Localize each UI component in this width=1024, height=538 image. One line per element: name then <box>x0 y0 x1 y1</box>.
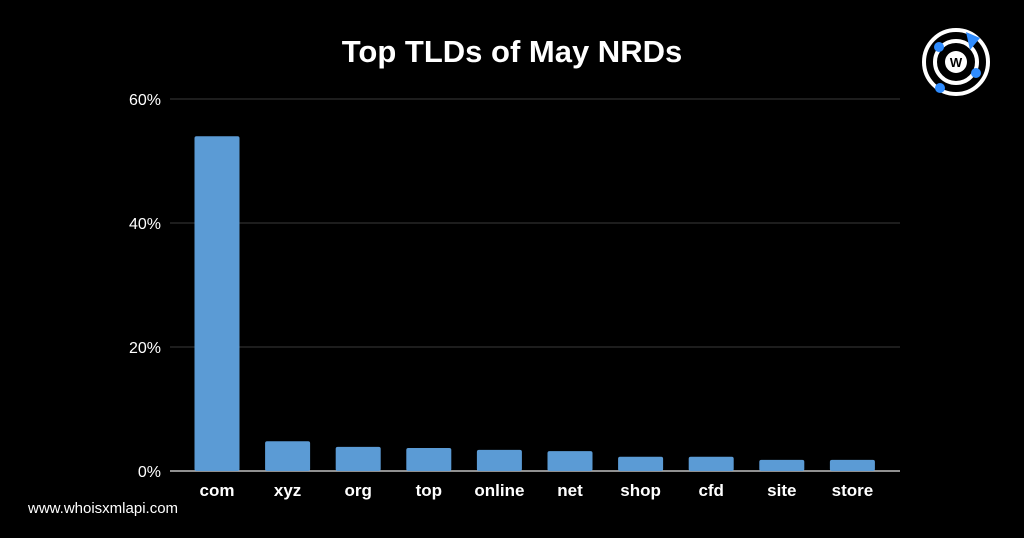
x-tick-label: cfd <box>698 481 724 500</box>
bar-net <box>547 451 593 471</box>
x-tick-label: net <box>557 481 583 500</box>
bar-com <box>194 136 240 471</box>
logo-letter: W <box>950 55 963 70</box>
bar-shop <box>618 456 664 471</box>
bar-online <box>476 449 522 471</box>
bar-org <box>335 446 381 471</box>
bar-xyz <box>265 441 311 471</box>
bar-store <box>829 459 875 471</box>
x-tick-label: shop <box>620 481 661 500</box>
footer-url: www.whoisxmlapi.com <box>28 500 179 517</box>
x-tick-label: com <box>200 481 235 500</box>
x-tick-label: online <box>474 481 524 500</box>
y-tick-label: 0% <box>138 464 161 481</box>
bar-site <box>759 459 805 471</box>
y-tick-label: 60% <box>129 92 161 109</box>
x-tick-label: xyz <box>274 481 301 500</box>
x-tick-label: top <box>416 481 442 500</box>
bar-top <box>406 448 452 471</box>
bar-cfd <box>688 456 734 471</box>
y-tick-label: 40% <box>129 216 161 233</box>
whoisxmlapi-logo-icon: W <box>922 28 990 96</box>
x-tick-label: org <box>345 481 372 500</box>
x-tick-label: site <box>767 481 796 500</box>
x-tick-label: store <box>832 481 874 500</box>
chart-title: Top TLDs of May NRDs <box>341 34 683 69</box>
y-tick-label: 20% <box>129 340 161 357</box>
